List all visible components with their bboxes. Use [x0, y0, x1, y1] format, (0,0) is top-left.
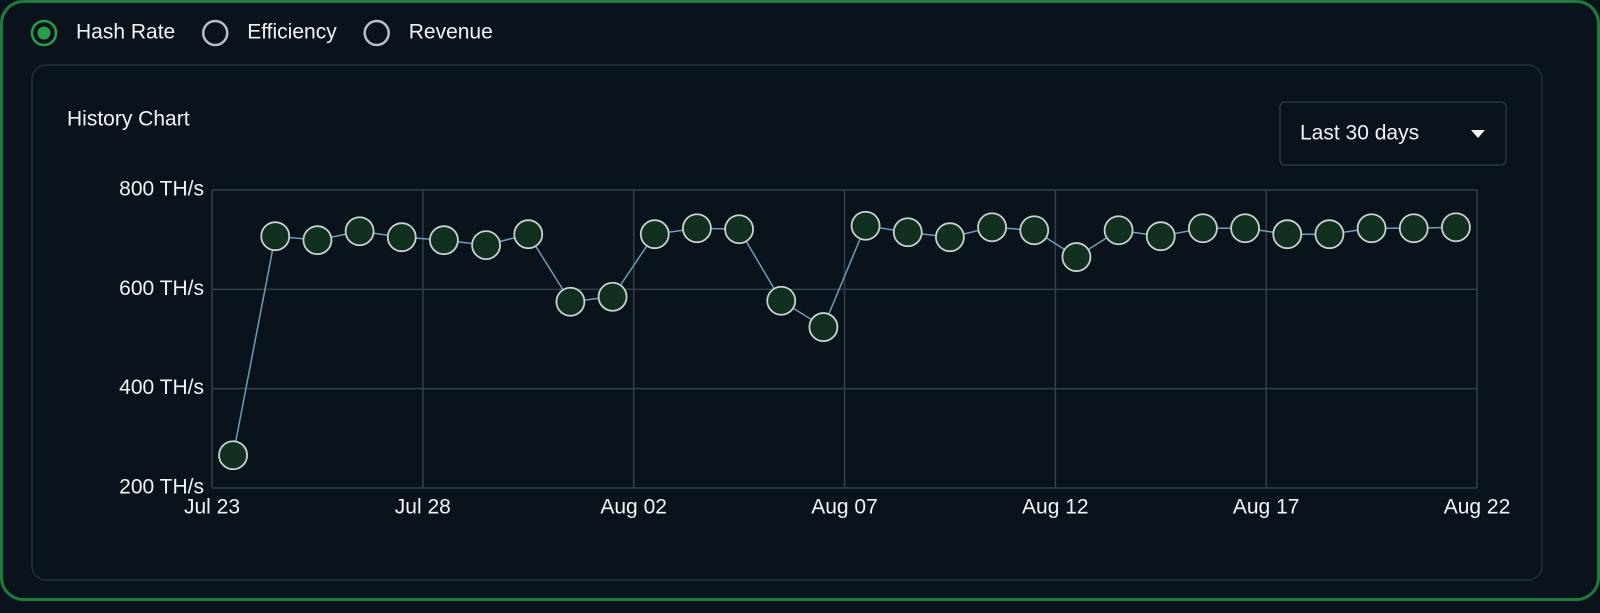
data-point [766, 285, 797, 316]
x-tick-label: Aug 17 [1233, 496, 1300, 519]
y-tick-label: 400 TH/s [119, 376, 204, 399]
data-point [1398, 213, 1429, 244]
radio-dot[interactable] [37, 26, 51, 40]
card [31, 64, 1543, 581]
data-point [1441, 212, 1471, 243]
data-point [1019, 215, 1050, 246]
data-point [682, 213, 712, 244]
radio[interactable] [30, 19, 58, 47]
data-point [892, 217, 923, 248]
data-point [1103, 215, 1134, 246]
card-title: History Chart [67, 108, 190, 131]
data-point [429, 225, 459, 256]
x-tick-label: Aug 07 [811, 496, 878, 519]
data-point [555, 286, 586, 317]
data-point [1272, 219, 1303, 250]
data-point [1356, 213, 1387, 244]
data-point [1230, 213, 1260, 244]
radio-option[interactable]: Efficiency [201, 19, 337, 47]
range-select[interactable]: Last 30 days [1279, 101, 1507, 166]
x-tick-label: Aug 12 [1022, 496, 1089, 519]
select-box[interactable] [1279, 101, 1507, 166]
x-tick-label: Aug 02 [600, 496, 667, 519]
caret[interactable] [1471, 130, 1485, 138]
data-point [1145, 221, 1176, 252]
data-point [935, 222, 965, 253]
radio-label[interactable]: Hash Rate [76, 21, 175, 44]
y-tick-label: 200 TH/s [119, 476, 204, 499]
data-point [1314, 219, 1345, 250]
data-point [218, 440, 248, 471]
radio-option[interactable]: Hash Rate [30, 19, 175, 47]
radio[interactable] [363, 19, 390, 47]
x-tick-label: Aug 22 [1444, 496, 1511, 519]
y-tick-label: 600 TH/s [119, 277, 204, 300]
data-point [597, 281, 628, 312]
x-tick-label: Jul 28 [395, 496, 451, 519]
radio-label[interactable]: Revenue [409, 21, 493, 44]
data-point [977, 212, 1007, 243]
data-point [302, 225, 333, 256]
radio-option[interactable]: Revenue [363, 19, 493, 47]
tabs: Hash Rate Efficiency Revenue [30, 19, 493, 47]
select-value[interactable]: Last 30 days [1300, 122, 1419, 145]
data-point [344, 216, 375, 247]
x-tick-label: Jul 23 [184, 496, 240, 519]
radio-label[interactable]: Efficiency [247, 21, 337, 44]
radio[interactable] [201, 19, 229, 47]
data-point [471, 230, 501, 261]
data-point [1188, 213, 1218, 244]
y-tick-label: 800 TH/s [119, 178, 204, 201]
data-point [639, 219, 670, 250]
data-point [260, 221, 291, 252]
data-point [1061, 242, 1092, 272]
data-point [850, 210, 881, 241]
data-point [513, 219, 544, 250]
data-point [724, 214, 754, 245]
data-point [386, 222, 417, 253]
data-point [808, 312, 839, 342]
plot: 200 TH/s 400 TH/s 600 TH/s 800 TH/s Jul 23 Ju… [119, 178, 1510, 519]
